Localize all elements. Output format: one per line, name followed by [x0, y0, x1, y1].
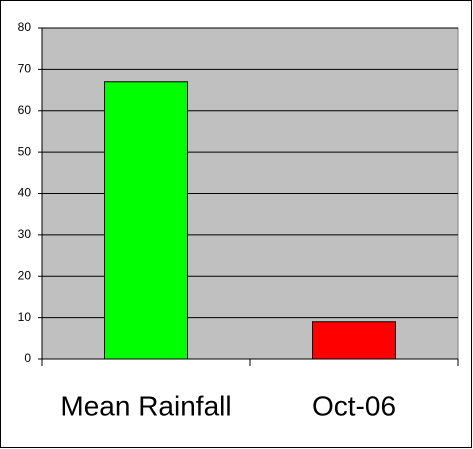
- y-tick-label: 10: [18, 310, 32, 324]
- y-tick-label: 30: [18, 227, 32, 241]
- y-tick-label: 0: [24, 351, 31, 365]
- y-tick-label: 70: [18, 62, 32, 76]
- y-tick-label: 40: [18, 186, 32, 200]
- x-tick-label: Mean Rainfall: [60, 390, 231, 421]
- y-tick-label: 60: [18, 103, 32, 117]
- x-tick-label: Oct-06: [312, 390, 396, 421]
- y-tick-label: 20: [18, 268, 32, 282]
- bar: [312, 321, 396, 360]
- bar: [104, 81, 188, 360]
- y-tick-label: 50: [18, 144, 32, 158]
- y-tick-label: 80: [18, 20, 32, 34]
